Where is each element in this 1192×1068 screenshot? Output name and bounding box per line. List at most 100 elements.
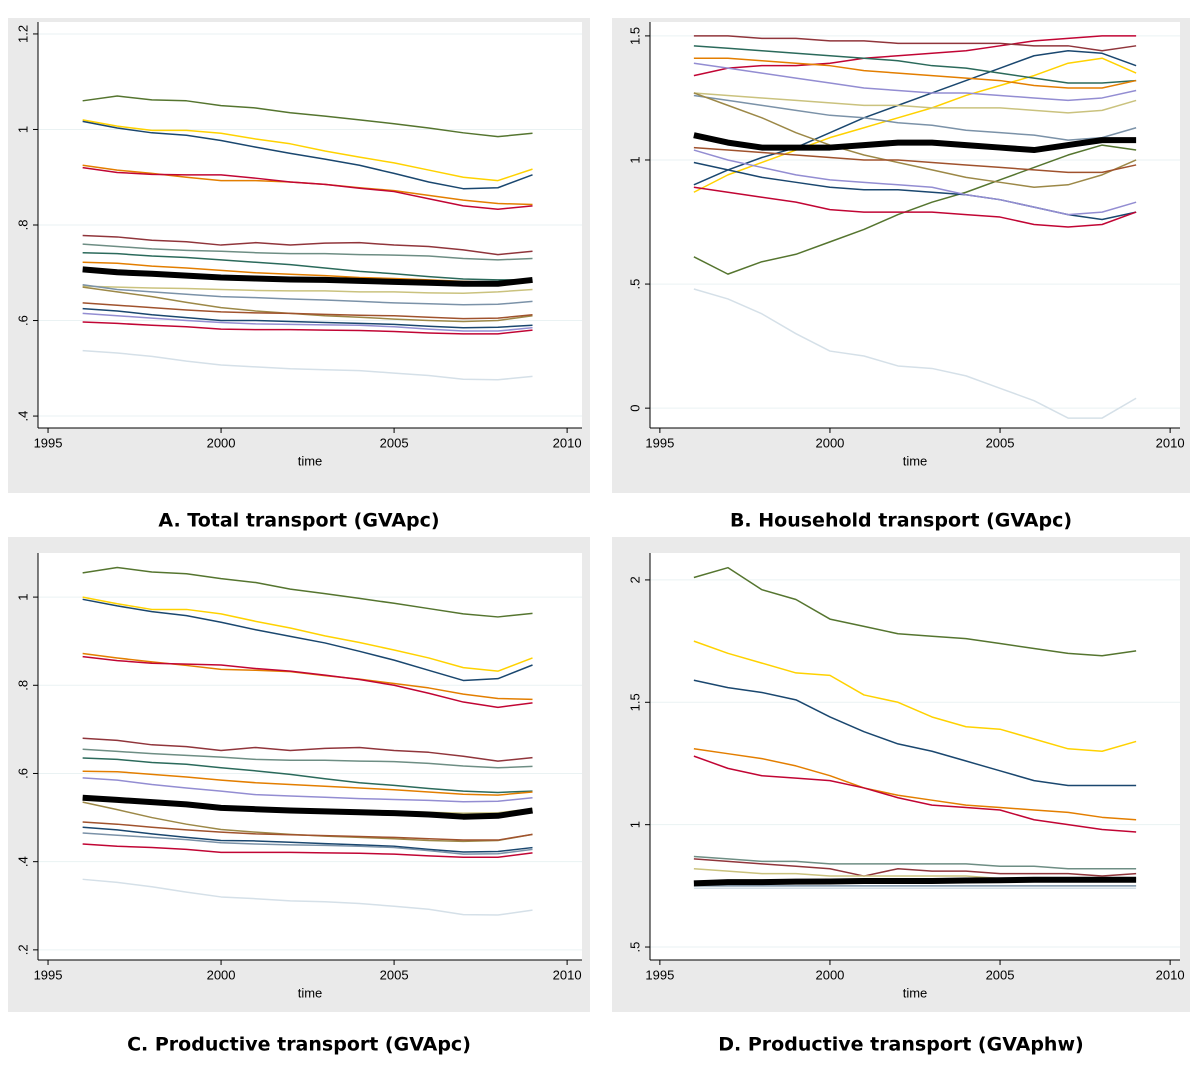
series-line xyxy=(82,821,533,841)
series-line xyxy=(693,94,1137,141)
y-tick-label: .2 xyxy=(15,944,30,955)
chart-title: B. Household transport (GVApc) xyxy=(730,510,1072,532)
x-tick-label: 2000 xyxy=(207,435,236,450)
series-line xyxy=(693,35,1137,52)
series-line xyxy=(693,45,1137,84)
series-line xyxy=(82,95,533,138)
series-line xyxy=(82,243,533,261)
series-line xyxy=(693,57,1137,89)
y-tick-label: 1 xyxy=(627,821,642,828)
x-tick-label: 2005 xyxy=(986,967,1015,982)
y-tick-label: .8 xyxy=(15,680,30,691)
series-line xyxy=(693,679,1137,787)
x-tick-label: 2005 xyxy=(986,435,1015,450)
chart-title: A. Total transport (GVApc) xyxy=(158,510,439,532)
plot-area xyxy=(650,553,1180,960)
y-tick-label: .8 xyxy=(15,220,30,231)
chart-panel: .2 .4 .6 .8 1 1995 2000 2005 2010 time C. Producti… xyxy=(8,537,590,1056)
series-line xyxy=(693,57,1137,193)
x-tick-label: 1995 xyxy=(34,967,63,982)
y-tick-label: 1.2 xyxy=(15,25,30,43)
series-line xyxy=(82,843,533,859)
y-tick-label: 1.5 xyxy=(627,693,642,711)
x-tick-label: 1995 xyxy=(645,967,674,982)
series-line xyxy=(82,166,533,210)
series-line xyxy=(82,794,533,820)
x-tick-label: 2000 xyxy=(207,967,236,982)
chart-title: D. Productive transport (GVAphw) xyxy=(718,1034,1083,1056)
series-line xyxy=(693,92,1137,114)
x-tick-label: 2000 xyxy=(815,435,844,450)
x-axis-label: time xyxy=(298,453,323,468)
x-tick-label: 2010 xyxy=(1156,967,1185,982)
y-tick-label: .6 xyxy=(15,315,30,326)
x-tick-label: 2010 xyxy=(1156,435,1185,450)
chart-panel: .5 1 1.5 2 1995 2000 2005 2010 time D. Productive… xyxy=(612,537,1190,1056)
x-tick-label: 2005 xyxy=(380,967,409,982)
x-tick-label: 2000 xyxy=(815,967,844,982)
series-line xyxy=(82,770,533,796)
series-line xyxy=(693,186,1137,228)
series-line xyxy=(693,132,1137,154)
series-line xyxy=(82,120,533,190)
y-tick-label: 1 xyxy=(627,156,642,163)
series-line xyxy=(693,146,1137,174)
series-line xyxy=(82,737,533,762)
x-axis-label: time xyxy=(903,985,928,1000)
series-line xyxy=(82,832,533,855)
series-line xyxy=(693,640,1137,752)
series-line xyxy=(82,349,533,381)
x-axis-label: time xyxy=(298,985,323,1000)
y-tick-label: 1 xyxy=(15,126,30,133)
chart-panel: 0 .5 1 1.5 1995 2000 2005 2010 time B. Household … xyxy=(612,18,1190,532)
series-line xyxy=(693,288,1137,419)
series-line xyxy=(82,321,533,335)
x-tick-label: 2005 xyxy=(380,435,409,450)
series-line xyxy=(693,566,1137,657)
series-line xyxy=(82,283,533,306)
series-line xyxy=(693,858,1137,877)
series-line xyxy=(82,302,533,320)
series-line xyxy=(82,757,533,794)
series-line xyxy=(693,149,1137,216)
y-tick-label: 2 xyxy=(627,576,642,583)
y-tick-label: .5 xyxy=(627,942,642,953)
series-line xyxy=(82,119,533,182)
plot-area xyxy=(38,553,582,960)
y-tick-label: 0 xyxy=(627,405,642,412)
y-tick-label: .5 xyxy=(627,279,642,290)
series-line xyxy=(693,50,1137,186)
series-line xyxy=(693,755,1137,833)
series-line xyxy=(693,876,1137,887)
series-line xyxy=(693,62,1137,102)
y-tick-label: 1.5 xyxy=(627,27,642,45)
series-line xyxy=(693,35,1137,77)
x-tick-label: 1995 xyxy=(34,435,63,450)
y-tick-label: 1 xyxy=(15,593,30,600)
series-line xyxy=(82,748,533,769)
series-line xyxy=(693,748,1137,821)
series-line xyxy=(693,144,1137,275)
series-line xyxy=(82,266,533,287)
series-line xyxy=(82,234,533,256)
series-line xyxy=(693,855,1137,870)
series-line xyxy=(693,92,1137,189)
series-line xyxy=(82,655,533,709)
x-tick-label: 2010 xyxy=(553,435,582,450)
y-tick-label: .4 xyxy=(15,856,30,867)
series-line xyxy=(82,598,533,682)
y-tick-label: .6 xyxy=(15,768,30,779)
series-line xyxy=(82,285,533,295)
series-line xyxy=(82,312,533,332)
series-line xyxy=(82,251,533,281)
series-line xyxy=(82,596,533,672)
chart-panel: .4 .6 .8 1 1.2 1995 2000 2005 2010 time A. Total t… xyxy=(8,18,590,532)
series-line xyxy=(82,878,533,916)
x-tick-label: 2010 xyxy=(553,967,582,982)
series-line xyxy=(82,826,533,853)
series-line xyxy=(82,566,533,618)
x-axis-label: time xyxy=(903,453,928,468)
y-tick-label: .4 xyxy=(15,411,30,422)
x-tick-label: 1995 xyxy=(645,435,674,450)
